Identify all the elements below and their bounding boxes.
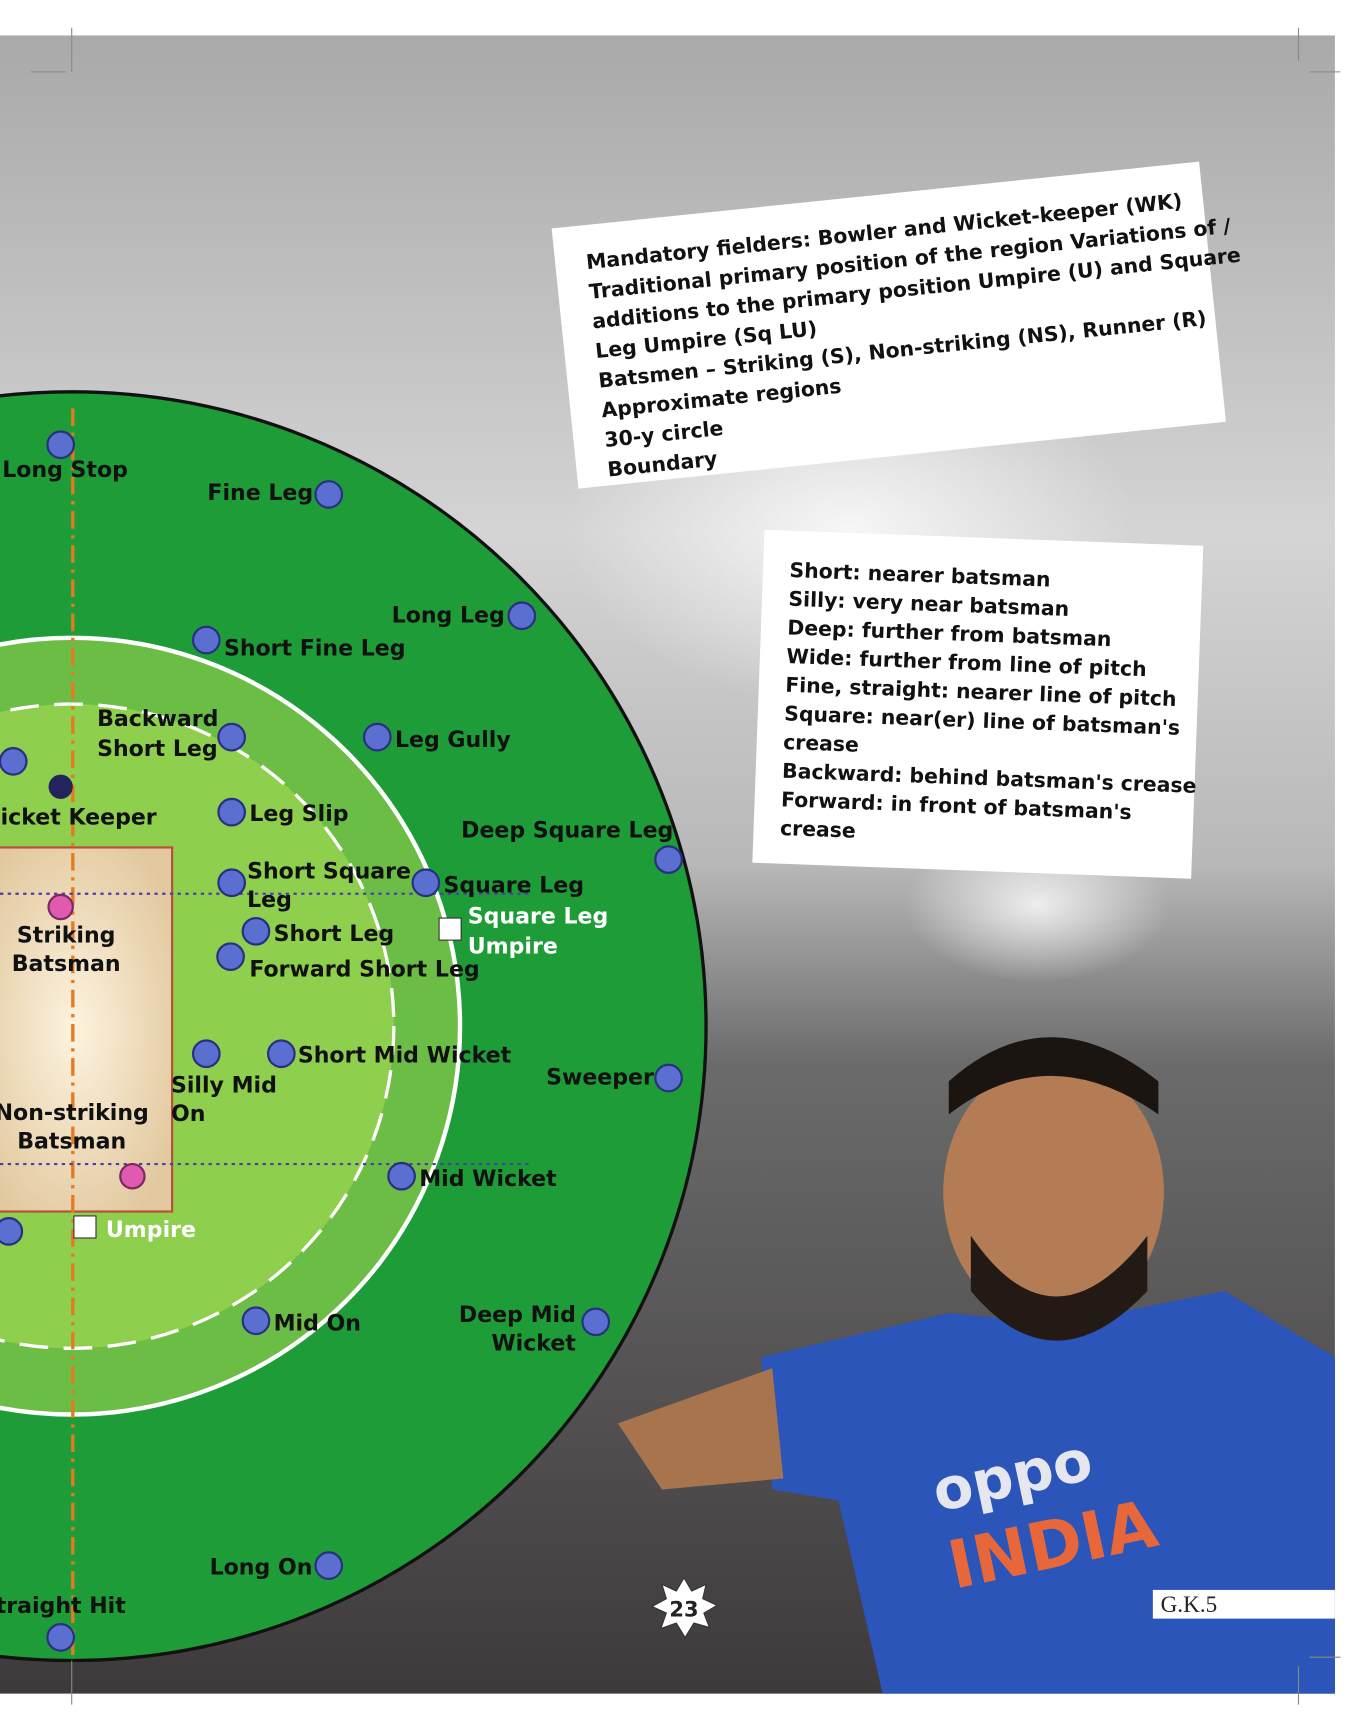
field-label: Short Leg [97,737,218,762]
field-label: Short Leg [274,922,395,947]
umpire-marker [438,917,462,941]
fielder-marker [241,1306,271,1336]
field-label: Leg Gully [395,728,511,753]
fielder-marker [217,797,247,827]
fielder-marker [46,430,76,460]
field-label: Silly Mid [171,1073,277,1098]
field-label: Deep Mid [459,1303,576,1328]
field-label: Straight Hit [0,1594,126,1619]
notes-panel [551,161,1226,489]
field-label: Umpire [468,934,558,959]
field-label: Fine Leg [207,481,313,506]
field-label: Leg Slip [249,802,348,827]
field-label: Striking [17,923,116,948]
keeper-marker [48,774,73,799]
fielder-marker [217,868,247,898]
field-label: Leg [247,888,292,913]
field-label: Batsman [17,1130,126,1155]
fielder-marker [654,845,683,874]
fielder-marker [362,722,392,752]
fielder-marker [507,601,537,631]
pitch [0,846,174,1213]
field-label: Short Square [247,859,411,884]
batsman-marker [119,1162,146,1190]
footer-text: G.K.5 [1161,1592,1218,1618]
field-label: Non-striking [0,1101,149,1126]
field-label: Umpire [106,1218,196,1243]
fielder-marker [0,747,28,776]
notes-panel [752,529,1204,879]
fielder-marker [46,1623,76,1652]
field-label: Square Leg [443,874,584,899]
field-label: Forward Short Leg [249,958,479,983]
note-line: crease [783,730,860,757]
crop-marks [30,27,1341,1705]
field-label: Square Leg [468,905,609,930]
batsman-marker [47,893,74,921]
field-label: Long On [210,1555,313,1580]
field-label: Wicket [491,1332,576,1357]
fielder-marker [191,1039,221,1069]
field-label: Short Fine Leg [224,636,406,661]
fielder-marker [387,1161,416,1191]
field-label: Short Mid Wicket [298,1044,512,1069]
fielder-marker [654,1063,683,1093]
field-label: Sweeper [546,1066,654,1091]
field-label: Long Leg [392,603,505,628]
note-line: crease [780,816,857,843]
field-label: Long Stop [2,458,128,483]
field-label: Batsman [12,952,121,977]
fielder-marker [314,1551,344,1580]
footer-tag [1152,1589,1335,1619]
fielder-marker [0,1217,24,1246]
fielder-marker [216,942,245,972]
field-label: Mid Wicket [419,1167,557,1192]
page-badge [650,1576,719,1639]
field-label: Deep Square Leg [461,819,673,844]
field-label: Mid On [274,1312,361,1337]
field-label: On [171,1102,205,1127]
field-diagram: Long Stop Fine Leg Long Leg Short Fine L… [0,390,708,1662]
page-number: 23 [669,1597,698,1621]
fielder-marker [581,1307,611,1337]
field-label: Wicket Keeper [0,805,157,830]
fielder-marker [411,868,441,898]
fielder-marker [266,1039,296,1069]
notes-box-1: Mandatory fielders: Bowler and Wicket-ke… [551,161,1242,489]
fielder-marker [241,916,271,946]
umpire-marker [73,1215,97,1239]
field-label: Backward [97,707,218,732]
fielder-marker [314,480,344,509]
fielder-marker [217,722,247,752]
fielder-marker [191,625,221,655]
